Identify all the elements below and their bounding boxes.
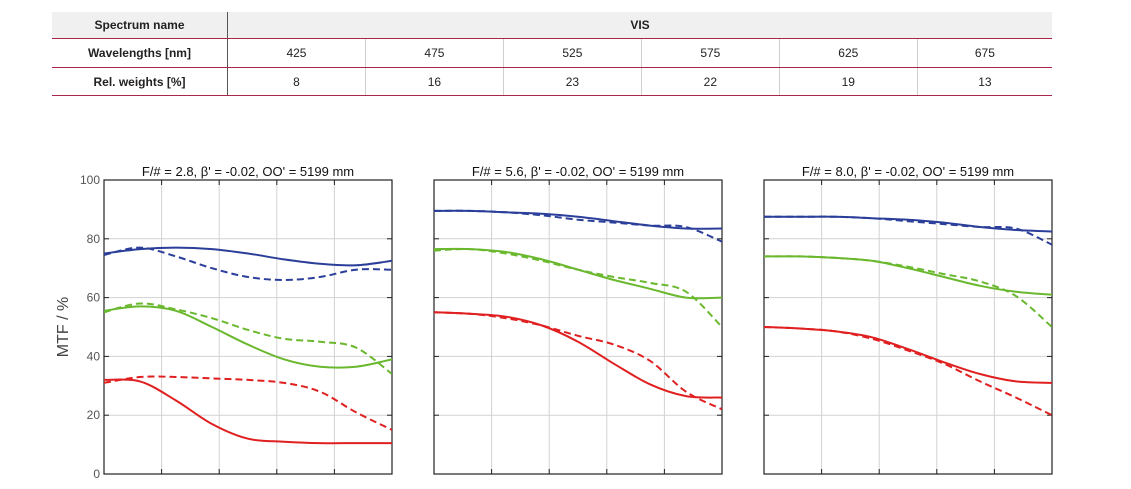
mtf-series-line-green-solid bbox=[764, 255, 1052, 296]
wavelength-cell: 525 bbox=[503, 38, 642, 68]
mtf-series-line-red-dashed bbox=[764, 326, 1052, 417]
y-axis-label: MTF / % bbox=[55, 297, 72, 357]
series-group bbox=[104, 246, 392, 445]
mtf-chart-panel: F/# = 8.0, β' = -0.02, OO' = 5199 mm bbox=[763, 164, 1053, 475]
mtf-series-line-green-dashed bbox=[764, 255, 1052, 328]
spectrum-name-row: Spectrum name VIS bbox=[52, 12, 1052, 39]
mtf-series-line-green-dashed bbox=[434, 248, 722, 328]
weight-cell: 19 bbox=[779, 67, 918, 96]
weight-cell: 8 bbox=[227, 67, 366, 96]
spectrum-name-header: Spectrum name bbox=[52, 12, 228, 39]
mtf-chart-panel: F/# = 5.6, β' = -0.02, OO' = 5199 mm bbox=[433, 164, 723, 475]
weights-row: Rel. weights [%] 8 16 23 22 19 13 bbox=[52, 67, 1052, 96]
spectrum-table: Spectrum name VIS Wavelengths [nm] 425 4… bbox=[52, 12, 1052, 96]
mtf-series-line-blue-solid bbox=[764, 215, 1052, 233]
spectrum-name-value: VIS bbox=[227, 12, 1052, 39]
y-tick-label: 80 bbox=[87, 232, 101, 246]
chart-title: F/# = 8.0, β' = -0.02, OO' = 5199 mm bbox=[802, 164, 1014, 179]
wavelength-cell: 575 bbox=[641, 38, 780, 68]
mtf-series-line-red-dashed bbox=[434, 311, 722, 411]
mtf-charts: 0 20 40 60 80 100 MTF / % F/# = 2.8, β' = -0.02… bbox=[55, 164, 1053, 481]
mtf-series-line-red-solid bbox=[104, 378, 392, 445]
wavelength-cell: 675 bbox=[917, 38, 1052, 68]
weight-cell: 23 bbox=[503, 67, 642, 96]
y-tick-label: 20 bbox=[87, 408, 101, 422]
plot-frame bbox=[763, 179, 1053, 475]
weight-cell: 13 bbox=[917, 67, 1052, 96]
mtf-series-line-blue-dashed bbox=[434, 209, 722, 243]
mtf-series-line-green-solid bbox=[434, 247, 722, 300]
weight-cell: 22 bbox=[641, 67, 780, 96]
chart-title: F/# = 5.6, β' = -0.02, OO' = 5199 mm bbox=[472, 164, 684, 179]
mtf-series-line-red-dashed bbox=[104, 375, 392, 431]
wavelength-cell: 625 bbox=[779, 38, 918, 68]
mtf-chart-panel: 0 20 40 60 80 100 MTF / % F/# = 2.8, β' = -0.02… bbox=[55, 164, 393, 481]
y-tick-label: 100 bbox=[80, 173, 100, 187]
mtf-series-line-green-solid bbox=[104, 305, 392, 369]
series-group bbox=[764, 215, 1052, 417]
mtf-series-line-blue-solid bbox=[104, 246, 392, 267]
mtf-series-line-green-dashed bbox=[104, 302, 392, 375]
mtf-series-line-blue-dashed bbox=[764, 215, 1052, 246]
plot-frame bbox=[433, 179, 723, 475]
wavelength-cell: 425 bbox=[227, 38, 366, 68]
series-group bbox=[434, 209, 722, 411]
y-tick-label: 60 bbox=[87, 291, 101, 305]
wavelengths-header: Wavelengths [nm] bbox=[52, 38, 228, 68]
mtf-series-line-blue-dashed bbox=[104, 246, 392, 282]
y-tick-label: 40 bbox=[87, 349, 101, 363]
mtf-series-line-red-solid bbox=[764, 326, 1052, 384]
mtf-series-line-red-solid bbox=[434, 311, 722, 399]
wavelength-cell: 475 bbox=[365, 38, 504, 68]
weights-header: Rel. weights [%] bbox=[52, 67, 228, 96]
weight-cell: 16 bbox=[365, 67, 504, 96]
wavelengths-row: Wavelengths [nm] 425 475 525 575 625 675 bbox=[52, 38, 1052, 68]
plot-frame bbox=[103, 179, 393, 475]
chart-title: F/# = 2.8, β' = -0.02, OO' = 5199 mm bbox=[142, 164, 354, 179]
y-tick-label: 0 bbox=[93, 467, 100, 481]
